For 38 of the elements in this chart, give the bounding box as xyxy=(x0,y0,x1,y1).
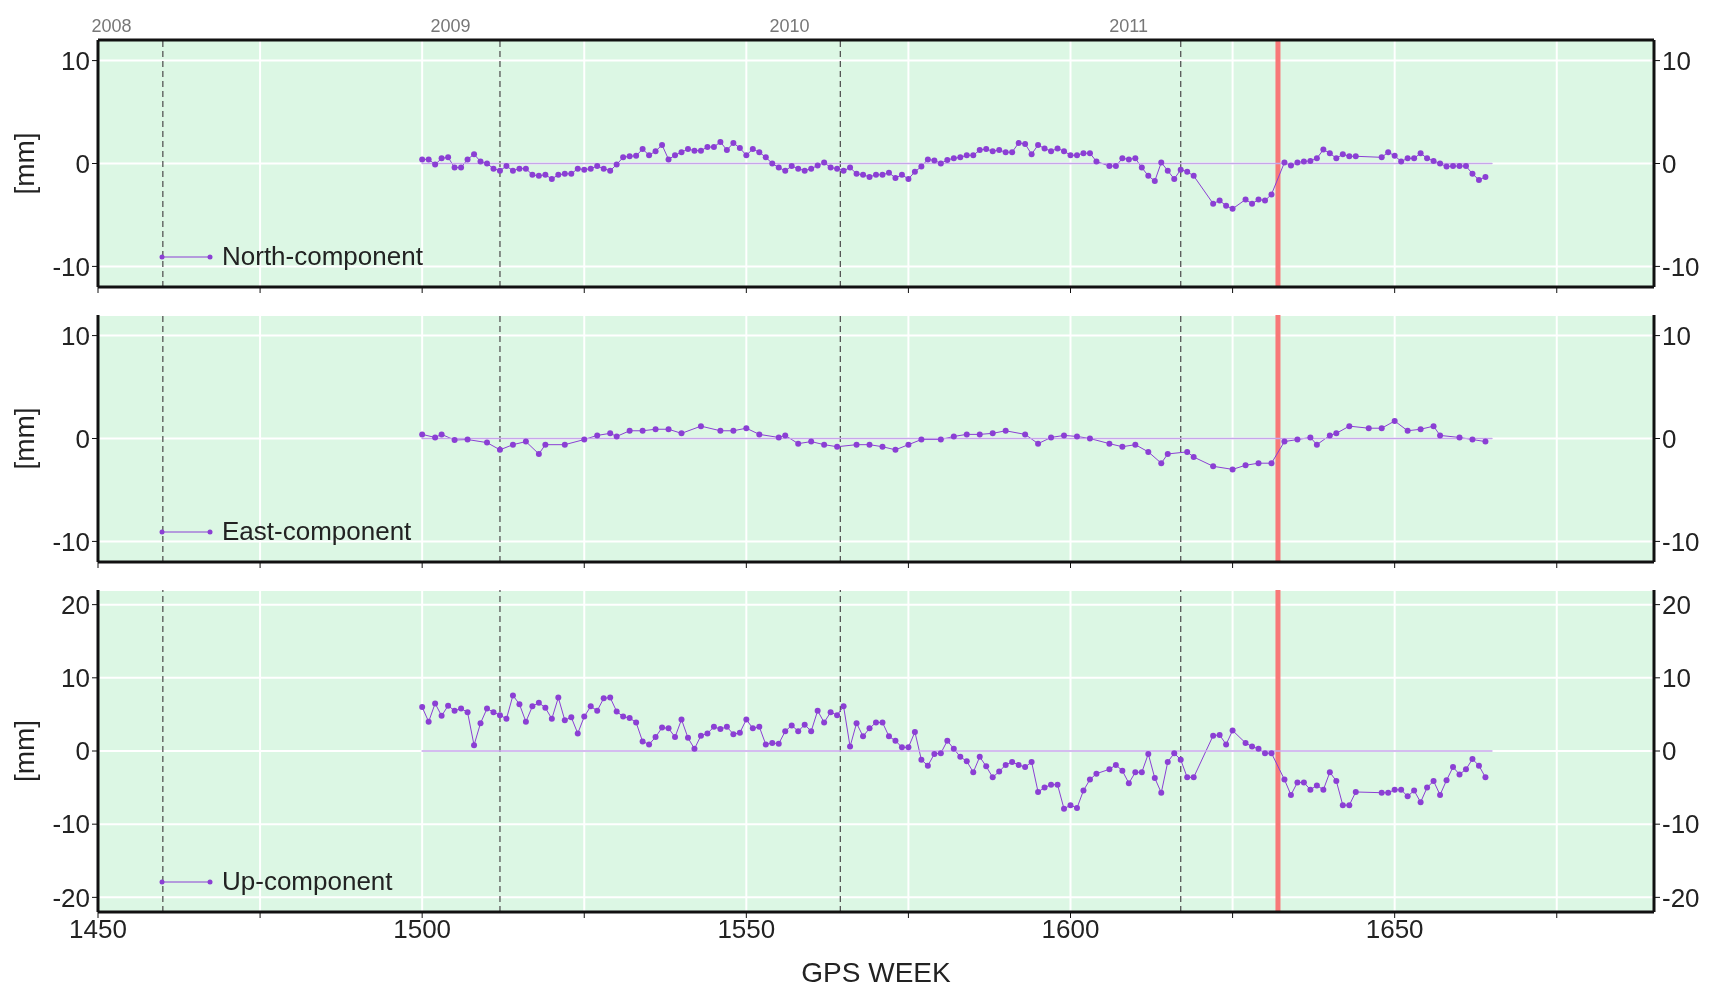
y-tick-label: 10 xyxy=(61,320,90,351)
y2-tick-label: 10 xyxy=(1662,320,1691,351)
x-tick-label: 1450 xyxy=(69,914,127,945)
y2-tick-label: 0 xyxy=(1662,736,1677,767)
y2-tick-label: 10 xyxy=(1662,45,1691,76)
x-tick-label: 1550 xyxy=(717,914,776,945)
y2-tick-label: -10 xyxy=(1662,809,1700,840)
y-tick-label: 0 xyxy=(75,736,90,767)
x2-tick-label: 2009 xyxy=(430,16,471,36)
x2-tick-label: 2011 xyxy=(1109,16,1148,36)
y-tick-label: -20 xyxy=(52,882,90,913)
x-tick-label: 1650 xyxy=(1365,914,1424,945)
y-tick-label: 10 xyxy=(61,45,90,76)
legend-label: Up-component xyxy=(222,866,393,897)
y-axis-title: [mm] xyxy=(8,132,40,195)
y2-tick-label: 0 xyxy=(1662,148,1677,179)
y-tick-label: 0 xyxy=(75,148,90,179)
x2-tick-label: 2010 xyxy=(769,16,810,36)
x-tick-label: 1500 xyxy=(393,914,452,945)
y2-tick-label: -20 xyxy=(1662,882,1700,913)
y-tick-label: 10 xyxy=(61,663,90,694)
y2-tick-label: 0 xyxy=(1662,423,1677,454)
y2-tick-label: -10 xyxy=(1662,251,1700,282)
y2-tick-label: 20 xyxy=(1662,589,1691,620)
y-tick-label: -10 xyxy=(52,251,90,282)
y-tick-label: 20 xyxy=(61,589,90,620)
y-axis-title: [mm] xyxy=(8,719,40,783)
y-tick-label: -10 xyxy=(52,809,90,840)
y-tick-label: -10 xyxy=(52,526,90,557)
y-tick-label: 0 xyxy=(75,423,90,454)
x2-tick-label: 2008 xyxy=(91,16,132,36)
legend-label: North-component xyxy=(222,241,423,272)
y-axis-title: [mm] xyxy=(8,407,40,470)
y2-tick-label: -10 xyxy=(1662,526,1700,557)
x-axis-title: GPS WEEK xyxy=(801,957,951,988)
x-tick-label: 1600 xyxy=(1041,914,1100,945)
legend-label: East-component xyxy=(222,516,412,547)
y2-tick-label: 10 xyxy=(1662,663,1691,694)
